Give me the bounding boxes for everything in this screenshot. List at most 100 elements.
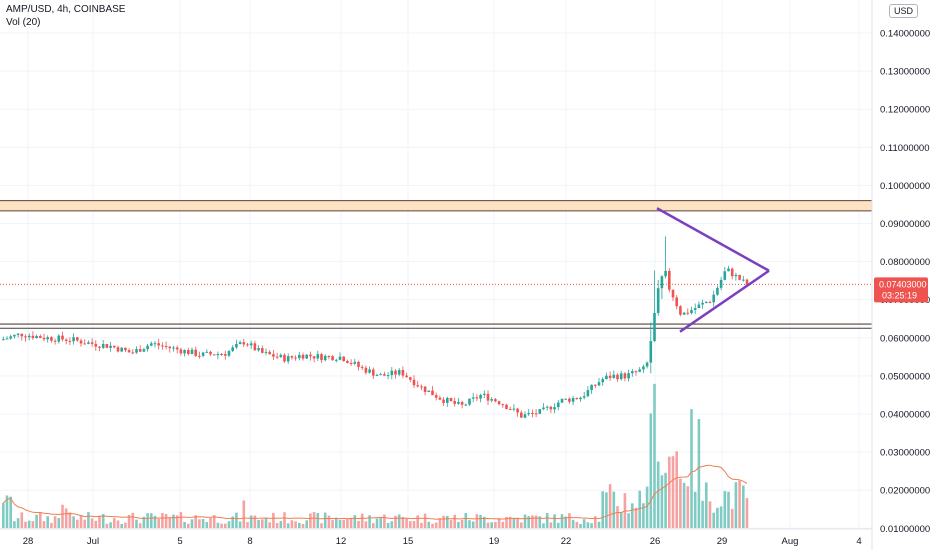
volume-bar: [516, 517, 519, 528]
candle: [68, 337, 72, 346]
time-axis: 28 Jul 5 8 12 15 19 22 26 29 Aug 4: [23, 536, 862, 547]
candle-body: [142, 349, 146, 352]
time-axis-label: 8: [247, 536, 252, 547]
volume-indicator-label[interactable]: Vol (20): [6, 17, 41, 28]
volume-bar: [2, 503, 5, 528]
candle: [2, 336, 5, 341]
candle-body: [479, 394, 482, 399]
candle-body: [545, 406, 549, 408]
candle-body: [675, 297, 678, 307]
volume-bar: [190, 519, 194, 528]
volume-bar: [434, 522, 438, 528]
candle-body: [101, 344, 105, 348]
candle-body: [157, 343, 160, 346]
candle: [35, 334, 38, 339]
volume-bar: [375, 518, 379, 528]
candle-body: [331, 356, 334, 361]
candle: [438, 395, 442, 401]
candle: [471, 392, 475, 403]
candle-body: [375, 374, 379, 376]
candle: [235, 339, 238, 350]
candle-body: [679, 306, 682, 315]
volume-bar: [231, 516, 234, 528]
volume-bar: [682, 482, 686, 528]
volume-bar: [275, 522, 279, 528]
volume-bar: [279, 521, 283, 528]
volume-bar: [520, 522, 523, 528]
candle-body: [464, 404, 468, 406]
candle: [427, 390, 431, 393]
candle: [464, 403, 468, 407]
volume-bar: [494, 522, 497, 528]
candle: [582, 391, 586, 400]
candle: [153, 340, 157, 348]
volume-bar: [427, 521, 431, 528]
volume-bar: [423, 513, 427, 528]
candle-body: [701, 302, 704, 305]
volume-bar: [172, 514, 175, 528]
candle-body: [719, 279, 723, 288]
volume-bar: [138, 523, 142, 528]
candle: [479, 393, 482, 403]
volume-bar: [150, 513, 153, 528]
currency-button[interactable]: USD: [888, 4, 918, 18]
candle-body: [442, 399, 445, 403]
volume-bar: [527, 516, 530, 528]
candle: [409, 376, 412, 383]
candle-body: [64, 339, 68, 341]
candle: [209, 350, 212, 357]
candle-body: [579, 397, 582, 400]
volume-bar: [634, 507, 638, 528]
time-axis-label: 29: [717, 536, 728, 547]
candle-body: [305, 354, 308, 359]
price-axis-label: 0.08000000: [880, 257, 930, 268]
candle-body: [5, 338, 9, 340]
candle: [138, 345, 142, 353]
candle-body: [116, 347, 120, 352]
candle: [501, 403, 505, 408]
candle-body: [16, 333, 20, 335]
volume-bar: [238, 521, 242, 528]
candle-body: [50, 337, 53, 341]
candle-body: [409, 377, 412, 380]
candle: [301, 352, 305, 361]
candle-body: [194, 349, 197, 356]
volume-bar: [79, 515, 83, 528]
candle: [42, 333, 46, 342]
volume-bar: [142, 516, 146, 528]
volume-bar: [253, 515, 257, 528]
candle: [579, 396, 582, 402]
candle-body: [138, 349, 142, 352]
candle-body: [512, 408, 516, 410]
candles: [2, 236, 749, 419]
candle-body: [312, 356, 316, 359]
time-axis-label: Aug: [782, 536, 799, 547]
candle-body: [183, 350, 186, 354]
candle: [349, 359, 353, 366]
candle: [623, 372, 627, 382]
candle: [9, 334, 12, 340]
candle-body: [72, 337, 75, 342]
candle-body: [2, 339, 5, 341]
volume-bar: [161, 513, 164, 528]
volume-bar: [727, 491, 730, 528]
volume-bar: [105, 523, 109, 528]
candle: [20, 333, 24, 341]
volume-bar: [675, 451, 678, 528]
volume-bar: [523, 514, 527, 528]
candle: [656, 280, 660, 316]
candle-body: [423, 386, 427, 393]
candle-body: [172, 347, 175, 349]
candle-body: [242, 342, 246, 345]
candle: [94, 340, 98, 351]
candle: [279, 353, 283, 359]
candle-body: [686, 312, 690, 314]
volume-bar: [557, 522, 560, 528]
volume-bar: [438, 518, 442, 528]
candle: [446, 396, 449, 407]
candle: [142, 347, 146, 352]
candle-body: [79, 340, 83, 344]
candle: [516, 407, 519, 417]
